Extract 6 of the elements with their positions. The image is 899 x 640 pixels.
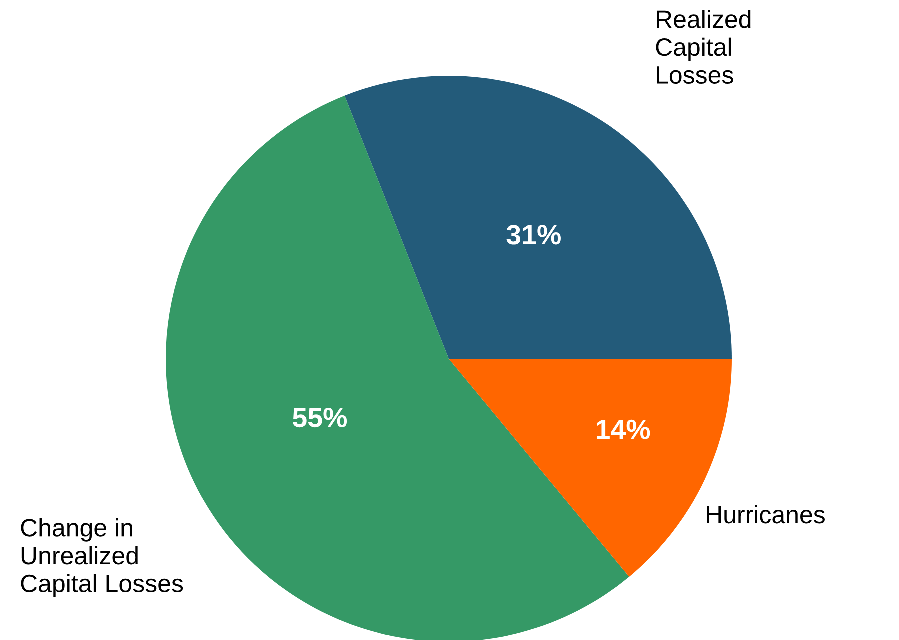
slice-label: Change in Unrealized Capital Losses [21,518,184,598]
data-label: 55% [293,408,348,428]
data-label: 14% [596,420,650,440]
data-label: 31% [506,225,561,245]
slice-label: Hurricanes [707,505,825,524]
slice-label: Realized Capital Losses [656,10,751,84]
